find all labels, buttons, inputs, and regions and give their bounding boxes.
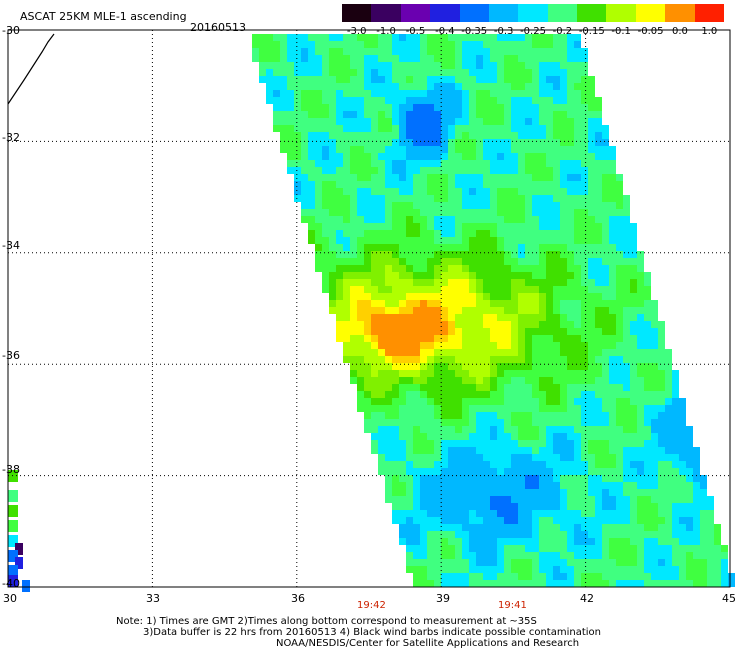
- colorbar-segment: [606, 4, 637, 22]
- colorbar-label: -3.0: [346, 26, 367, 37]
- note-line-3: NOAA/NESDIS/Center for Satellite Applica…: [276, 638, 580, 649]
- map-frame: [7, 29, 731, 588]
- colorbar-label: -0.5: [405, 26, 426, 37]
- lon-tick-label: 45: [722, 592, 736, 605]
- colorbar-segment: [459, 4, 490, 22]
- colorbar-label: -1.0: [376, 26, 396, 37]
- lat-tick-label: -38: [2, 463, 20, 476]
- colorbar-segment: [342, 4, 372, 22]
- colorbar-label: -0.4: [435, 26, 455, 37]
- ascat-swath: [252, 34, 735, 587]
- colorbar-segment: [400, 4, 431, 22]
- colorbar-segment: [665, 4, 696, 22]
- colorbar-label: -0.2: [552, 26, 573, 37]
- lon-tick-label: 33: [146, 592, 160, 605]
- lon-tick-label: 36: [291, 592, 305, 605]
- colorbar-label: -0.25: [520, 26, 546, 37]
- lat-tick-label: -30: [2, 24, 20, 37]
- lon-tick-label: 42: [580, 592, 594, 605]
- colorbar-segment: [488, 4, 519, 22]
- colorbar-label: -0.3: [493, 26, 514, 37]
- note-line-2: 3)Data buffer is 22 hrs from 20160513 4)…: [143, 627, 601, 638]
- colorbar-label: 0.0: [671, 26, 688, 37]
- colorbar-segment: [635, 4, 666, 22]
- colorbar-segment: [371, 4, 402, 22]
- colorbar-segment: [577, 4, 607, 22]
- lon-tick-label: 39: [436, 592, 450, 605]
- lat-tick-label: -32: [2, 131, 20, 144]
- colorbar-segment: [518, 4, 549, 22]
- colorbar-label: -0.05: [637, 26, 664, 37]
- note-line-1: Note: 1) Times are GMT 2)Times along bot…: [116, 616, 537, 627]
- colorbar-segment: [547, 4, 578, 22]
- edge-swath: [8, 470, 30, 592]
- colorbar-label: -0.15: [578, 26, 605, 37]
- time-label: 19:42: [357, 600, 386, 611]
- lat-tick-label: -40: [2, 577, 20, 590]
- lat-tick-label: -36: [2, 349, 20, 362]
- time-label: 19:41: [498, 600, 527, 611]
- colorbar-segment: [694, 4, 725, 22]
- lat-tick-label: -34: [2, 239, 20, 252]
- coastline-line: [7, 33, 55, 105]
- colorbar-label: 1.0: [701, 26, 718, 37]
- lon-tick-label: 30: [3, 592, 17, 605]
- colorbar-segment: [430, 4, 461, 22]
- lat-lon-grid: [8, 30, 730, 587]
- colorbar-label: -0.35: [461, 26, 488, 37]
- date-label: 20160513: [190, 21, 246, 34]
- product-title: ASCAT 25KM MLE-1 ascending: [20, 10, 187, 23]
- colorbar-label: -0.1: [611, 26, 631, 37]
